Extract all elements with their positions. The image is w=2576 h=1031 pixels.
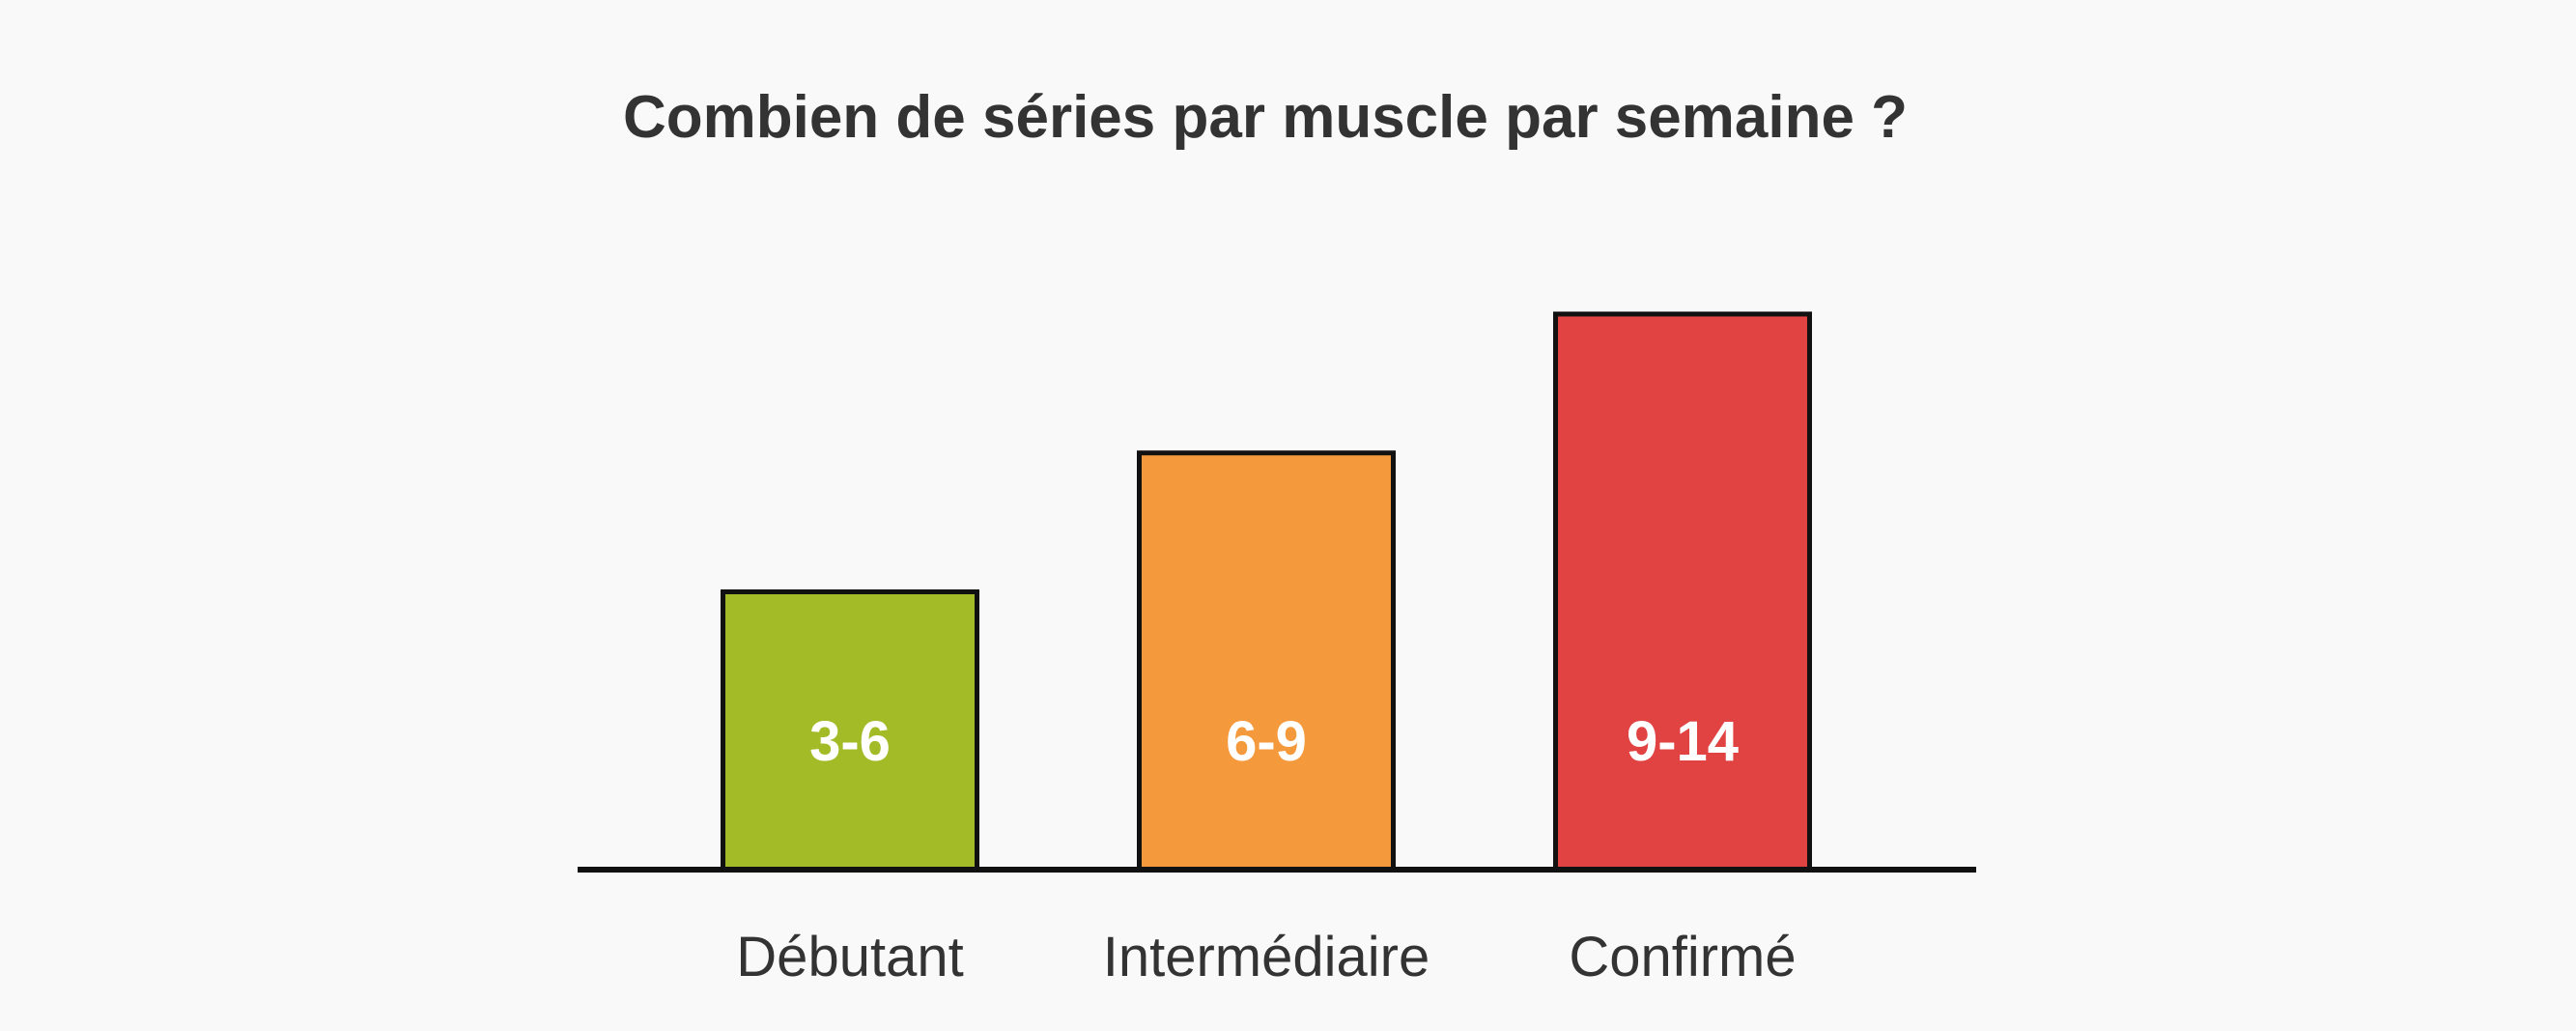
- category-label-1: Débutant: [736, 926, 963, 988]
- category-label-2: Intermédiaire: [1103, 926, 1430, 988]
- bar-value-label-1: 3-6: [809, 710, 891, 773]
- category-label-3: Confirmé: [1569, 926, 1796, 988]
- bar-value-label-3: 9-14: [1627, 710, 1739, 773]
- bar-value-label-2: 6-9: [1226, 710, 1307, 773]
- chart-title: Combien de séries par muscle par semaine…: [623, 84, 1908, 151]
- bars-group: 3-6 Débutant 6-9 Intermédiaire 9-14 Confirmé: [721, 311, 1812, 988]
- bar-3: [1553, 311, 1812, 873]
- bar-1: [721, 589, 979, 873]
- bar-2: [1137, 450, 1396, 873]
